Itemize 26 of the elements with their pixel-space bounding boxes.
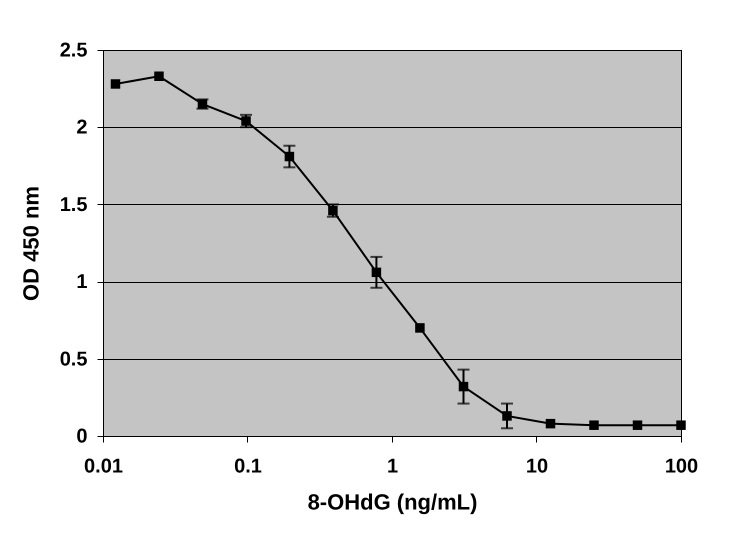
x-tick-label: 10 [526, 456, 548, 478]
point [284, 152, 294, 162]
point [241, 116, 251, 126]
point [372, 268, 382, 278]
point [110, 79, 120, 89]
x-tick-label: 0.01 [84, 456, 123, 478]
y-tick-label: 2.5 [60, 40, 88, 62]
point [502, 411, 512, 421]
point [458, 382, 468, 392]
y-tick-label: 1 [76, 271, 88, 294]
y-tick-label: 0.5 [60, 348, 88, 370]
point [632, 420, 642, 430]
point [328, 206, 338, 216]
x-tick-label: 0.1 [234, 456, 262, 478]
point [154, 72, 164, 81]
y-tick-label: 1.5 [60, 194, 88, 216]
point [676, 420, 686, 430]
x-tick-label: 1 [386, 456, 398, 478]
y-tick-label: 2 [76, 116, 88, 139]
point [546, 418, 556, 428]
y-axis-title: OD 450 nm [18, 186, 44, 301]
point [589, 420, 599, 430]
x-axis-title: 8-OHdG (ng/mL) [308, 490, 478, 514]
y-tick-label: 0 [76, 426, 88, 448]
x-tick-label: 100 [664, 456, 698, 478]
point [415, 323, 425, 333]
